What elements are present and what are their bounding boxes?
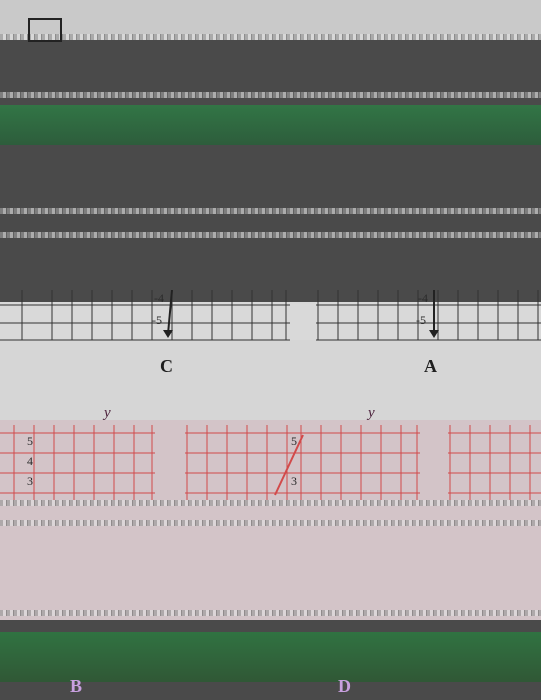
corner-box xyxy=(28,18,62,42)
tick-label: -4 xyxy=(154,291,164,305)
light-region xyxy=(0,340,541,420)
panel-c-svg: -4 -5 xyxy=(0,290,290,341)
scanline-artifact xyxy=(0,92,541,98)
panel-label-b: B xyxy=(70,676,83,696)
graph-line xyxy=(274,434,304,496)
tick-label: 4 xyxy=(27,454,33,468)
panel-mid-svg: 5 3 xyxy=(185,425,420,500)
panel-right-svg xyxy=(448,425,541,500)
tick-label: 5 xyxy=(27,434,33,448)
panel-b-grid: 5 4 3 xyxy=(0,425,160,500)
panel-a-grid: -4 -5 xyxy=(316,290,541,342)
scanline-artifact xyxy=(0,232,541,238)
green-stripe-top xyxy=(0,105,541,145)
scanline-artifact xyxy=(0,208,541,214)
panel-label-c: C xyxy=(160,356,173,376)
arrow-down-icon xyxy=(163,330,173,338)
tick-label: 3 xyxy=(27,474,33,488)
tick-label: 3 xyxy=(291,474,297,488)
panel-b-svg: 5 4 3 xyxy=(0,425,155,500)
axis-label-y: y xyxy=(104,405,111,421)
panel-mid-grid: 5 3 xyxy=(185,425,420,500)
scanline-artifact xyxy=(0,34,541,40)
dark-region-top xyxy=(0,40,541,302)
panel-c-grid: -4 -5 xyxy=(0,290,290,342)
panel-label-a: A xyxy=(424,356,437,376)
tick-label: -5 xyxy=(416,313,426,327)
axis-label-y: y xyxy=(368,405,375,421)
tick-label: -5 xyxy=(152,313,162,327)
header-strip xyxy=(0,0,541,40)
tick-label: -4 xyxy=(418,291,428,305)
tick-label: 5 xyxy=(291,434,297,448)
scanline-artifact xyxy=(0,520,541,526)
y-axis-line xyxy=(167,290,173,335)
scanline-artifact xyxy=(0,610,541,616)
panel-label-d: D xyxy=(338,676,351,696)
panel-a-svg: -4 -5 xyxy=(316,290,541,341)
panel-right-grid xyxy=(448,425,541,500)
scanline-artifact xyxy=(0,500,541,506)
green-stripe-bottom xyxy=(0,632,541,682)
arrow-down-icon xyxy=(429,330,439,338)
